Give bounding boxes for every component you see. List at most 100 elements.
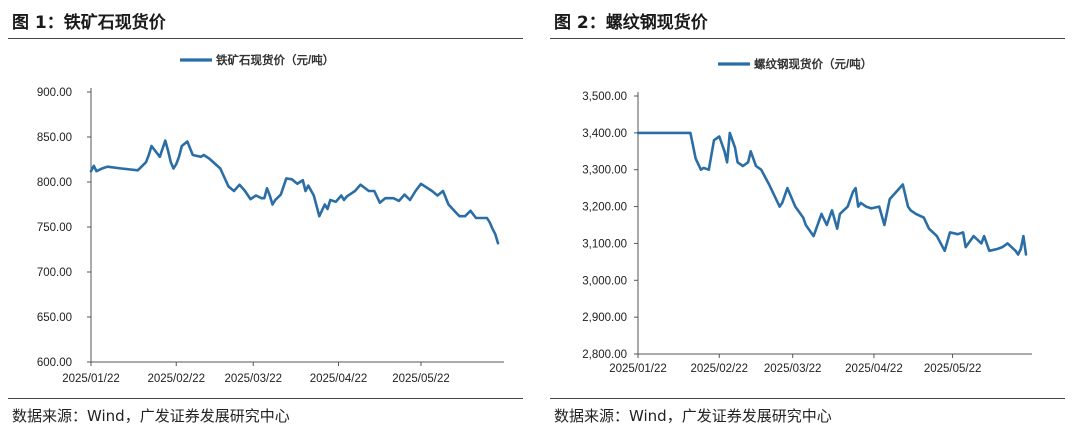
data-point bbox=[95, 170, 98, 172]
data-point bbox=[255, 194, 257, 197]
data-point bbox=[186, 140, 188, 143]
data-point bbox=[713, 139, 715, 141]
data-point bbox=[172, 167, 175, 170]
data-point bbox=[949, 231, 951, 233]
data-point bbox=[936, 235, 938, 237]
data-point bbox=[456, 212, 458, 215]
x-tick-label: 2025/05/22 bbox=[924, 363, 982, 375]
top-rule bbox=[550, 38, 1065, 39]
data-point bbox=[494, 233, 496, 235]
data-point bbox=[392, 197, 395, 199]
data-point bbox=[755, 165, 757, 167]
x-tick-label: 2025/03/22 bbox=[224, 373, 282, 385]
data-point bbox=[203, 154, 205, 156]
data-point bbox=[865, 206, 867, 208]
data-point bbox=[781, 202, 783, 204]
data-point bbox=[915, 213, 917, 215]
data-point bbox=[346, 195, 348, 197]
data-point bbox=[233, 190, 235, 192]
data-point bbox=[326, 208, 329, 210]
x-tick-label: 2025/01/22 bbox=[609, 363, 667, 375]
data-point bbox=[368, 190, 370, 192]
data-point bbox=[398, 200, 400, 202]
data-point bbox=[120, 167, 122, 170]
data-point bbox=[90, 170, 92, 172]
y-tick-label: 3,100.00 bbox=[582, 238, 627, 250]
y-tick-label: 2,800.00 bbox=[582, 349, 627, 361]
data-point bbox=[299, 181, 301, 183]
data-point bbox=[340, 194, 342, 197]
x-tick-label: 2025/05/22 bbox=[392, 373, 450, 385]
y-tick-label: 3,300.00 bbox=[582, 165, 627, 177]
data-point bbox=[431, 190, 433, 192]
x-tick-label: 2025/04/22 bbox=[310, 373, 368, 385]
data-point bbox=[159, 156, 161, 158]
data-point bbox=[928, 228, 930, 230]
data-point bbox=[302, 179, 304, 181]
data-point bbox=[329, 199, 331, 201]
data-point bbox=[760, 169, 762, 171]
data-point bbox=[150, 145, 153, 147]
data-point bbox=[93, 165, 95, 167]
series-line bbox=[89, 139, 500, 245]
data-point bbox=[813, 235, 815, 237]
data-point bbox=[852, 191, 854, 193]
data-point bbox=[164, 140, 166, 142]
data-point bbox=[178, 156, 180, 158]
data-point bbox=[497, 242, 499, 244]
y-tick-label: 750.00 bbox=[37, 222, 72, 234]
data-point bbox=[458, 215, 461, 217]
data-point bbox=[839, 213, 841, 215]
data-point bbox=[831, 209, 833, 211]
y-tick-label: 3,000.00 bbox=[582, 275, 627, 287]
data-point bbox=[181, 145, 183, 147]
data-point bbox=[962, 231, 964, 233]
data-point bbox=[1020, 248, 1022, 250]
data-point bbox=[208, 158, 210, 160]
legend-label: 铁矿石现货价（元/吨） bbox=[216, 53, 334, 67]
rebar-price-chart: 螺纹钢现货价（元/吨） 3,500.00 3,400.00 3,300.00 3,200… bbox=[582, 57, 1032, 375]
data-point bbox=[826, 224, 828, 226]
data-point bbox=[447, 203, 450, 206]
data-point bbox=[249, 198, 252, 200]
data-point bbox=[296, 183, 298, 185]
iron-ore-price-chart: 铁矿石现货价（元/吨） 900.00 850.00 800.00 750.00 700.0… bbox=[37, 53, 504, 385]
data-point bbox=[313, 194, 315, 197]
y-tick-label: 3,200.00 bbox=[582, 202, 627, 214]
data-point bbox=[260, 197, 263, 199]
y-tick-label: 650.00 bbox=[37, 312, 72, 324]
data-point bbox=[442, 190, 444, 192]
data-point bbox=[167, 149, 169, 152]
data-point bbox=[263, 197, 265, 199]
data-point bbox=[436, 194, 439, 197]
series-line bbox=[636, 131, 1028, 256]
data-point bbox=[902, 183, 904, 186]
data-point bbox=[708, 169, 710, 171]
data-point bbox=[779, 206, 781, 208]
data-point bbox=[702, 167, 705, 169]
figure-1: 图 1：铁矿石现货价 铁矿石现货价（元/吨） 900.00 850.00 800.00… bbox=[8, 0, 528, 433]
data-point bbox=[335, 201, 337, 203]
data-point bbox=[489, 221, 491, 224]
data-point bbox=[996, 248, 998, 250]
data-point bbox=[988, 250, 990, 252]
data-point bbox=[175, 163, 177, 165]
y-tick-label: 600.00 bbox=[37, 357, 72, 369]
y-tick-label: 800.00 bbox=[37, 177, 72, 189]
x-tick-label: 2025/02/22 bbox=[690, 363, 748, 375]
data-point bbox=[794, 206, 796, 208]
data-point bbox=[137, 169, 139, 171]
data-point bbox=[384, 197, 386, 199]
data-point bbox=[820, 213, 823, 215]
data-point bbox=[244, 190, 246, 192]
data-point bbox=[860, 202, 862, 204]
y-tick-label: 3,500.00 bbox=[582, 91, 627, 103]
data-point bbox=[723, 150, 726, 152]
data-point bbox=[1025, 253, 1027, 256]
data-point bbox=[726, 161, 728, 163]
data-point bbox=[637, 132, 639, 134]
data-point bbox=[475, 217, 477, 219]
bottom-rule bbox=[8, 398, 523, 399]
data-point bbox=[805, 224, 807, 226]
data-point bbox=[847, 206, 849, 208]
